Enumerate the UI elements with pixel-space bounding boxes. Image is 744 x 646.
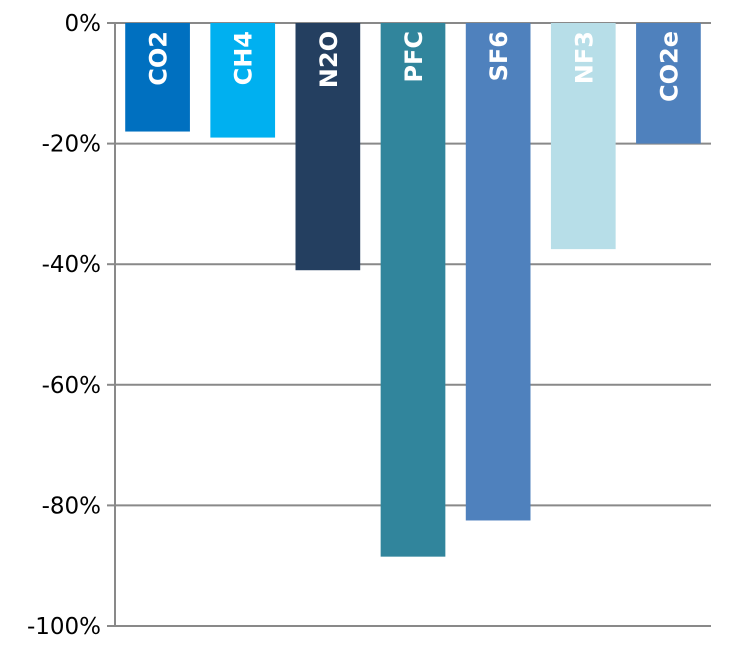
bar-label-n2o: N2O [315,31,343,88]
bar-label-ch4: CH4 [230,31,258,85]
bar-label-co2: CO2 [145,31,173,86]
bar-ch4 [210,23,276,138]
bar-label-nf3: NF3 [570,31,598,84]
bar-pfc [380,23,446,557]
y-axis: 0% -20% -40% -60% -80% -100% [27,11,116,640]
y-tick-label: 0% [65,11,102,37]
bar-n2o [295,23,361,271]
y-tick-label: -100% [27,614,101,640]
bar-label-pfc: PFC [400,31,428,83]
bar-nf3 [550,23,616,250]
bar-co2 [125,23,190,132]
bar-labels: CO2 CH4 N2O PFC SF6 NF3 CO2e [145,31,684,102]
y-tick-label: -60% [42,373,101,399]
bar-label-sf6: SF6 [485,31,513,81]
bar-co2e [636,23,701,144]
y-tick-label: -20% [42,132,101,158]
bar-label-co2e: CO2e [655,31,683,102]
bars [125,23,701,557]
y-tick-label: -80% [42,493,101,519]
y-tick-label: -40% [42,252,101,278]
bar-sf6 [465,23,531,521]
